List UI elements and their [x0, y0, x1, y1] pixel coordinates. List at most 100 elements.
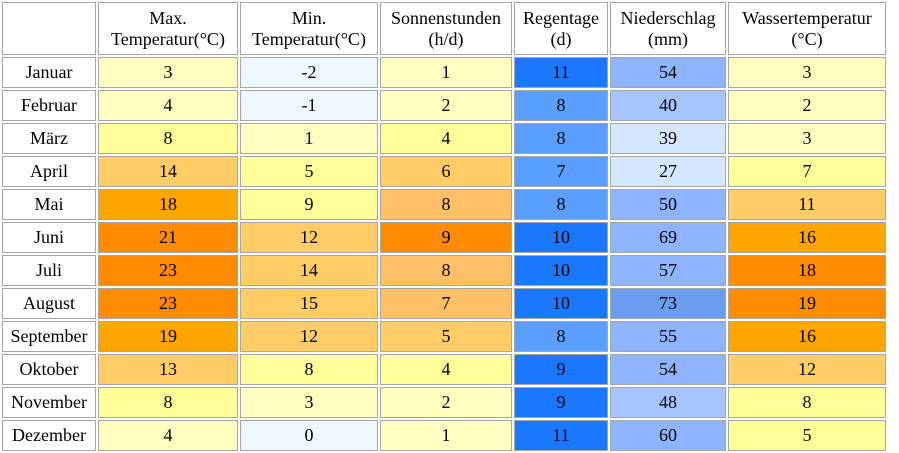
cell-precip: 27	[610, 156, 726, 187]
cell-max: 14	[98, 156, 238, 187]
column-header-line2: Temperatur(°C)	[252, 28, 366, 49]
cell-sun: 4	[380, 354, 512, 385]
cell-precip: 55	[610, 321, 726, 352]
cell-sun: 9	[380, 222, 512, 253]
cell-max: 8	[98, 123, 238, 154]
cell-precip: 48	[610, 387, 726, 418]
table-row: Oktober 13 8 4 9 54 12	[2, 354, 886, 385]
cell-water: 7	[728, 156, 886, 187]
table-row: August 23 15 7 10 73 19	[2, 288, 886, 319]
cell-water: 19	[728, 288, 886, 319]
table-row: Mai 18 9 8 8 50 11	[2, 189, 886, 220]
cell-sun: 8	[380, 189, 512, 220]
cell-min: 3	[240, 387, 378, 418]
cell-water: 3	[728, 57, 886, 88]
cell-sun: 4	[380, 123, 512, 154]
column-header-line2: Temperatur(°C)	[111, 28, 225, 49]
cell-min: 14	[240, 255, 378, 286]
cell-max: 3	[98, 57, 238, 88]
column-header-line1: Regentage	[523, 7, 599, 28]
cell-sun: 1	[380, 57, 512, 88]
cell-sun: 2	[380, 90, 512, 121]
cell-rain: 9	[514, 387, 608, 418]
cell-rain: 10	[514, 222, 608, 253]
month-label: Oktober	[2, 354, 96, 385]
cell-min: 5	[240, 156, 378, 187]
cell-water: 18	[728, 255, 886, 286]
table-row: Juni 21 12 9 10 69 16	[2, 222, 886, 253]
cell-precip: 50	[610, 189, 726, 220]
month-label: März	[2, 123, 96, 154]
cell-min: 8	[240, 354, 378, 385]
cell-min: 1	[240, 123, 378, 154]
table-body: Januar 3 -2 1 11 54 3 Februar 4 -1 2 8 40 2 März 8 1 4 8 39…	[2, 57, 886, 451]
cell-min: 12	[240, 321, 378, 352]
column-header-line1: Sonnenstunden	[391, 7, 501, 28]
cell-min: -2	[240, 57, 378, 88]
cell-rain: 7	[514, 156, 608, 187]
month-label: April	[2, 156, 96, 187]
cell-min: 9	[240, 189, 378, 220]
cell-rain: 11	[514, 420, 608, 451]
cell-rain: 10	[514, 288, 608, 319]
column-header-min: Min. Temperatur(°C)	[240, 2, 378, 55]
cell-precip: 69	[610, 222, 726, 253]
cell-precip: 57	[610, 255, 726, 286]
cell-sun: 6	[380, 156, 512, 187]
cell-precip: 54	[610, 354, 726, 385]
cell-sun: 8	[380, 255, 512, 286]
cell-water: 16	[728, 321, 886, 352]
cell-max: 13	[98, 354, 238, 385]
cell-water: 2	[728, 90, 886, 121]
month-label: November	[2, 387, 96, 418]
column-header-line1: Wassertemperatur	[742, 7, 872, 28]
column-header-line2: (mm)	[648, 28, 688, 49]
table-row: Januar 3 -2 1 11 54 3	[2, 57, 886, 88]
cell-water: 12	[728, 354, 886, 385]
column-header-line1: Min.	[291, 7, 327, 28]
cell-sun: 2	[380, 387, 512, 418]
cell-max: 23	[98, 288, 238, 319]
month-label: September	[2, 321, 96, 352]
month-label: Mai	[2, 189, 96, 220]
column-header-line2: (°C)	[791, 28, 823, 49]
cell-precip: 39	[610, 123, 726, 154]
cell-max: 4	[98, 90, 238, 121]
cell-max: 18	[98, 189, 238, 220]
cell-water: 8	[728, 387, 886, 418]
cell-precip: 40	[610, 90, 726, 121]
cell-max: 8	[98, 387, 238, 418]
column-header-line1: Niederschlag	[620, 7, 716, 28]
table-row: November 8 3 2 9 48 8	[2, 387, 886, 418]
cell-max: 19	[98, 321, 238, 352]
cell-water: 3	[728, 123, 886, 154]
month-label: Dezember	[2, 420, 96, 451]
table-row: Dezember 4 0 1 11 60 5	[2, 420, 886, 451]
cell-rain: 9	[514, 354, 608, 385]
cell-rain: 11	[514, 57, 608, 88]
cell-min: 15	[240, 288, 378, 319]
table-row: März 8 1 4 8 39 3	[2, 123, 886, 154]
cell-sun: 1	[380, 420, 512, 451]
cell-rain: 8	[514, 189, 608, 220]
month-label: Juni	[2, 222, 96, 253]
cell-max: 21	[98, 222, 238, 253]
cell-min: -1	[240, 90, 378, 121]
header-row: Max. Temperatur(°C) Min. Temperatur(°C) Sonn…	[2, 2, 886, 55]
cell-sun: 5	[380, 321, 512, 352]
cell-max: 4	[98, 420, 238, 451]
month-label: Juli	[2, 255, 96, 286]
cell-rain: 8	[514, 90, 608, 121]
cell-rain: 8	[514, 123, 608, 154]
cell-water: 5	[728, 420, 886, 451]
column-header-line2: (d)	[550, 28, 572, 49]
column-header-line1: Max.	[149, 7, 187, 28]
cell-precip: 54	[610, 57, 726, 88]
month-label: Januar	[2, 57, 96, 88]
cell-min: 12	[240, 222, 378, 253]
month-label: August	[2, 288, 96, 319]
column-header-line2: (h/d)	[428, 28, 464, 49]
column-header-water: Wassertemperatur (°C)	[728, 2, 886, 55]
table-row: April 14 5 6 7 27 7	[2, 156, 886, 187]
